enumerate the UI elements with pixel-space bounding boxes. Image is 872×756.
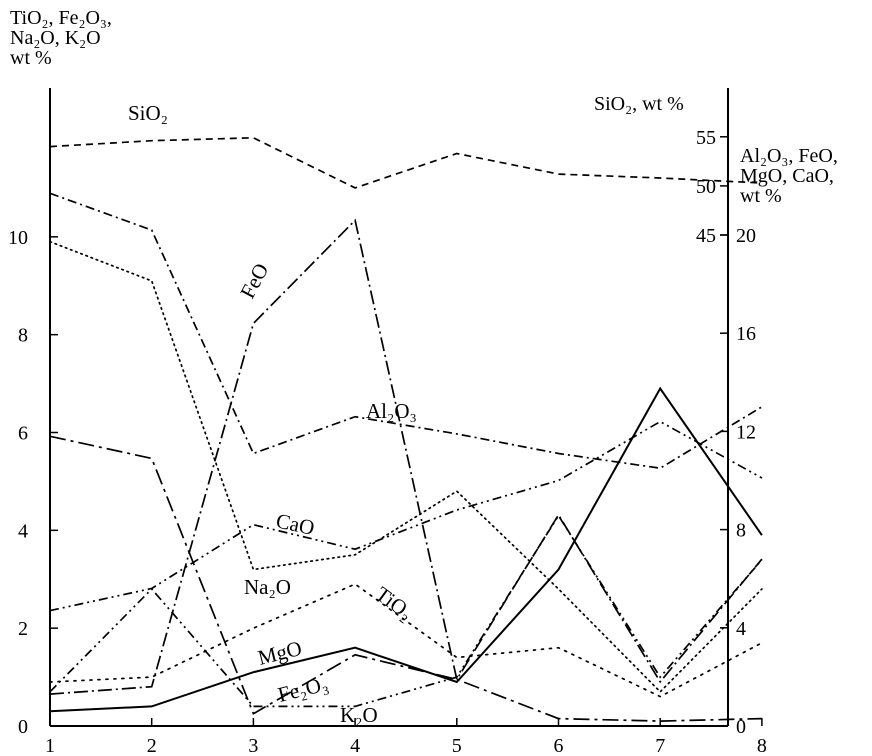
left-axis-label-line-1: TiO₂, Fe₂O₃, bbox=[10, 7, 112, 29]
series-line-Fe₂O₃ bbox=[49, 514, 763, 708]
left-axis-label: TiO₂, Fe₂O₃, Na₂O, K₂O wt % bbox=[10, 8, 112, 68]
series-line-CaO bbox=[49, 420, 763, 612]
series-line-MgO bbox=[49, 435, 762, 722]
left-tick-label: 4 bbox=[18, 520, 28, 542]
major-axis-label: Al₂O₃, FeO, MgO, CaO, wt % bbox=[740, 146, 838, 206]
left-axis-label-line-3: wt % bbox=[10, 47, 52, 69]
sio2-tick-label: 50 bbox=[696, 176, 716, 198]
left-tick-label: 10 bbox=[8, 227, 28, 249]
series-labels: SiO₂ FeO Al₂O₃ CaO MgO Na₂O TiO₂ Fe₂O₃ K₂O bbox=[128, 101, 418, 727]
major-tick-label: 12 bbox=[736, 421, 756, 443]
series-label-TiO₂: TiO₂ bbox=[371, 582, 418, 625]
series-line-K₂O bbox=[49, 386, 763, 713]
major-axis-label-line-2: MgO, CaO, bbox=[740, 165, 834, 187]
series-line-SiO₂ bbox=[49, 136, 762, 189]
major-tick-label: 20 bbox=[736, 225, 756, 247]
major-tick-label: 4 bbox=[736, 618, 746, 640]
series-lines bbox=[49, 136, 763, 722]
x-tick-label: 1 bbox=[45, 735, 55, 756]
x-tick-label: 6 bbox=[554, 735, 564, 756]
series-label-Fe₂O₃: Fe₂O₃ bbox=[275, 671, 330, 707]
series-line-TiO₂ bbox=[49, 583, 763, 698]
x-tick-label: 7 bbox=[655, 735, 665, 756]
sio2-tick-label: 55 bbox=[696, 127, 716, 149]
series-label-FeO: FeO bbox=[235, 259, 273, 302]
series-line-FeO bbox=[49, 218, 763, 695]
x-tick-label: 8 bbox=[757, 735, 767, 756]
series-label-Na₂O: Na₂O bbox=[244, 575, 291, 599]
major-tick-label: 0 bbox=[736, 716, 746, 738]
left-tick-label: 2 bbox=[18, 618, 28, 640]
major-tick-label: 16 bbox=[736, 323, 756, 345]
series-label-SiO₂: SiO₂ bbox=[128, 101, 168, 125]
left-tick-label: 0 bbox=[18, 716, 28, 738]
x-tick-label: 4 bbox=[350, 735, 360, 756]
x-tick-label: 3 bbox=[248, 735, 258, 756]
major-axis-label-line-3: wt % bbox=[740, 185, 782, 207]
x-tick-label: 2 bbox=[147, 735, 157, 756]
left-axis-label-line-2: Na₂O, K₂O bbox=[10, 27, 101, 49]
series-label-K₂O: K₂O bbox=[340, 703, 378, 727]
sio2-axis-label-text: SiO₂, wt % bbox=[594, 93, 684, 115]
series-label-MgO: MgO bbox=[255, 636, 304, 670]
series-line-Na₂O bbox=[49, 240, 763, 694]
sio2-axis-label: SiO₂, wt % bbox=[594, 94, 684, 114]
x-tick-label: 5 bbox=[452, 735, 462, 756]
left-tick-label: 8 bbox=[18, 325, 28, 347]
series-label-CaO: CaO bbox=[274, 508, 317, 539]
left-tick-label: 6 bbox=[18, 423, 28, 445]
sio2-tick-label: 45 bbox=[696, 225, 716, 247]
series-line-Al₂O₃ bbox=[49, 192, 763, 470]
major-tick-label: 8 bbox=[736, 520, 746, 542]
major-axis-label-line-1: Al₂O₃, FeO, bbox=[740, 145, 838, 167]
series-label-Al₂O₃: Al₂O₃ bbox=[366, 399, 417, 423]
